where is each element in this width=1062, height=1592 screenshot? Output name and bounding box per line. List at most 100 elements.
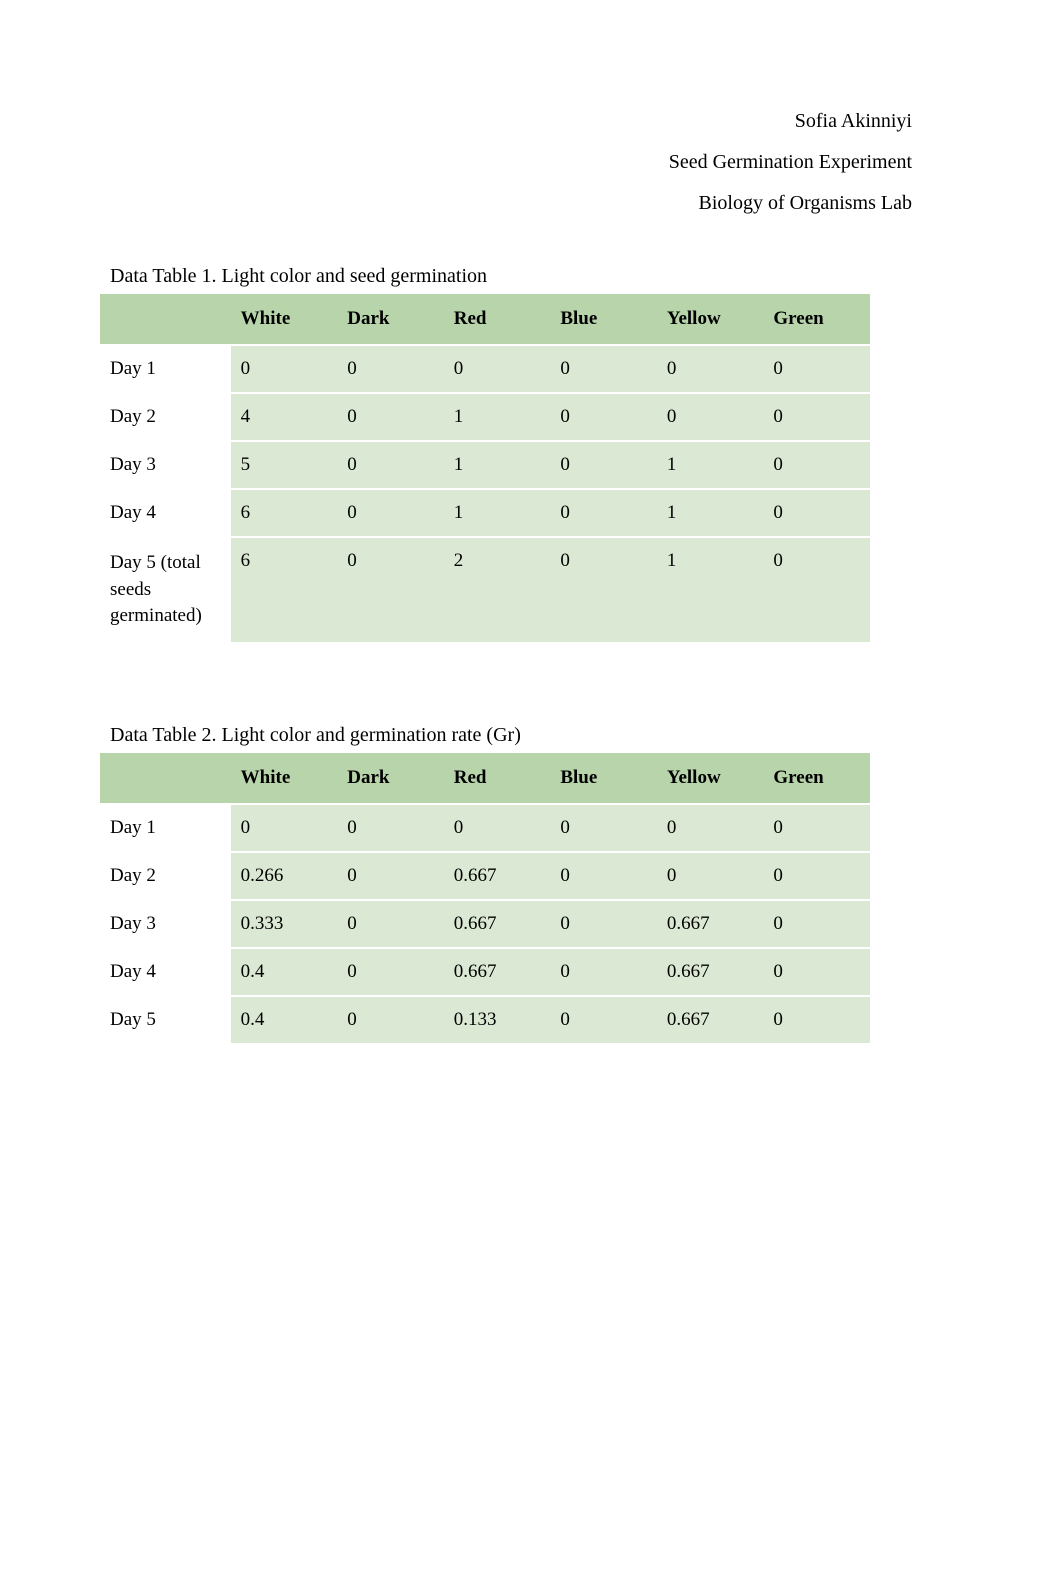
table2-cell: 0 — [337, 900, 444, 948]
table1-col-green: Green — [763, 294, 870, 345]
table2-cell: 0.667 — [444, 900, 551, 948]
table1-col-yellow: Yellow — [657, 294, 764, 345]
table2-row-label: Day 5 — [100, 996, 231, 1044]
table1-row-label: Day 3 — [100, 441, 231, 489]
table1-col-red: Red — [444, 294, 551, 345]
table2-row-label: Day 1 — [100, 804, 231, 852]
table2-cell: 0 — [763, 948, 870, 996]
table2-cell: 0 — [550, 996, 657, 1044]
table2-col-red: Red — [444, 753, 551, 804]
table1-cell: 0 — [550, 441, 657, 489]
table2-row-label: Day 2 — [100, 852, 231, 900]
table-row: Day 3 0.333 0 0.667 0 0.667 0 — [100, 900, 870, 948]
table2-header-empty — [100, 753, 231, 804]
document-header: Sofia Akinniyi Seed Germination Experime… — [100, 110, 932, 215]
table1-cell: 0 — [337, 345, 444, 393]
table1-cell: 0 — [337, 393, 444, 441]
table1-cell: 0 — [763, 393, 870, 441]
table2-cell: 0 — [763, 852, 870, 900]
table1-cell: 5 — [231, 441, 338, 489]
table1-cell: 0 — [763, 441, 870, 489]
table2-row-label: Day 3 — [100, 900, 231, 948]
table1-cell: 1 — [444, 489, 551, 537]
table2-header-row: White Dark Red Blue Yellow Green — [100, 753, 870, 804]
table1-cell: 0 — [337, 441, 444, 489]
table1-cell: 0 — [550, 393, 657, 441]
table2-cell: 0 — [550, 804, 657, 852]
table-row: Day 5 0.4 0 0.133 0 0.667 0 — [100, 996, 870, 1044]
table2-col-dark: Dark — [337, 753, 444, 804]
table1-cell: 0 — [550, 489, 657, 537]
table2-cell: 0.667 — [657, 900, 764, 948]
table1-row-label: Day 4 — [100, 489, 231, 537]
table-row: Day 5 (total seeds germinated) 6 0 2 0 1… — [100, 537, 870, 643]
table1-caption: Data Table 1. Light color and seed germi… — [110, 265, 932, 288]
table1-cell: 0 — [337, 489, 444, 537]
table2-cell: 0 — [550, 900, 657, 948]
table2-cell: 0 — [763, 900, 870, 948]
table2-cell: 0.266 — [231, 852, 338, 900]
table-row: Day 1 0 0 0 0 0 0 — [100, 804, 870, 852]
table1-cell: 1 — [657, 489, 764, 537]
table2-col-white: White — [231, 753, 338, 804]
table1-cell: 2 — [444, 537, 551, 643]
table1-header-row: White Dark Red Blue Yellow Green — [100, 294, 870, 345]
table2-col-yellow: Yellow — [657, 753, 764, 804]
table1-cell: 1 — [444, 393, 551, 441]
table-row: Day 3 5 0 1 0 1 0 — [100, 441, 870, 489]
table1-row-label: Day 1 — [100, 345, 231, 393]
table2-cell: 0.667 — [444, 948, 551, 996]
table1-row-label: Day 5 (total seeds germinated) — [100, 537, 231, 643]
table1-cell: 4 — [231, 393, 338, 441]
table1-cell: 6 — [231, 489, 338, 537]
table2-cell: 0 — [337, 996, 444, 1044]
table-row: Day 4 6 0 1 0 1 0 — [100, 489, 870, 537]
table2-cell: 0 — [657, 852, 764, 900]
table1-cell: 0 — [763, 489, 870, 537]
table1-cell: 6 — [231, 537, 338, 643]
course-name: Biology of Organisms Lab — [100, 192, 912, 215]
table2: White Dark Red Blue Yellow Green Day 1 0… — [100, 753, 870, 1045]
table1-cell: 0 — [337, 537, 444, 643]
table1-cell: 1 — [657, 441, 764, 489]
table1-body: Day 1 0 0 0 0 0 0 Day 2 4 0 1 0 0 0 Day … — [100, 345, 870, 643]
table1-row-label: Day 2 — [100, 393, 231, 441]
table1-cell: 0 — [657, 345, 764, 393]
table2-cell: 0.667 — [444, 852, 551, 900]
table2-cell: 0 — [337, 804, 444, 852]
table2-row-label: Day 4 — [100, 948, 231, 996]
table1-cell: 0 — [550, 537, 657, 643]
table1-cell: 0 — [763, 345, 870, 393]
table2-cell: 0 — [550, 852, 657, 900]
table2-body: Day 1 0 0 0 0 0 0 Day 2 0.266 0 0.667 0 … — [100, 804, 870, 1044]
table2-caption: Data Table 2. Light color and germinatio… — [110, 724, 932, 747]
blur-overlay — [0, 1072, 1062, 1592]
table-row: Day 2 4 0 1 0 0 0 — [100, 393, 870, 441]
table2-cell: 0.667 — [657, 948, 764, 996]
table1-cell: 0 — [231, 345, 338, 393]
table2-col-blue: Blue — [550, 753, 657, 804]
table-row: Day 2 0.266 0 0.667 0 0 0 — [100, 852, 870, 900]
table2-cell: 0 — [763, 804, 870, 852]
table1-cell: 0 — [657, 393, 764, 441]
table1-cell: 0 — [763, 537, 870, 643]
table2-col-green: Green — [763, 753, 870, 804]
table2-cell: 0.4 — [231, 948, 338, 996]
table1-cell: 1 — [657, 537, 764, 643]
table2-cell: 0.333 — [231, 900, 338, 948]
table1: White Dark Red Blue Yellow Green Day 1 0… — [100, 294, 870, 644]
table2-cell: 0 — [337, 852, 444, 900]
table1-cell: 0 — [550, 345, 657, 393]
table2-cell: 0.667 — [657, 996, 764, 1044]
table1-cell: 1 — [444, 441, 551, 489]
table-row: Day 1 0 0 0 0 0 0 — [100, 345, 870, 393]
table1-col-white: White — [231, 294, 338, 345]
table2-cell: 0 — [550, 948, 657, 996]
author-name: Sofia Akinniyi — [100, 110, 912, 133]
table2-cell: 0.4 — [231, 996, 338, 1044]
table1-col-blue: Blue — [550, 294, 657, 345]
table1-col-dark: Dark — [337, 294, 444, 345]
table2-cell: 0 — [763, 996, 870, 1044]
table2-cell: 0 — [337, 948, 444, 996]
table2-cell: 0 — [231, 804, 338, 852]
